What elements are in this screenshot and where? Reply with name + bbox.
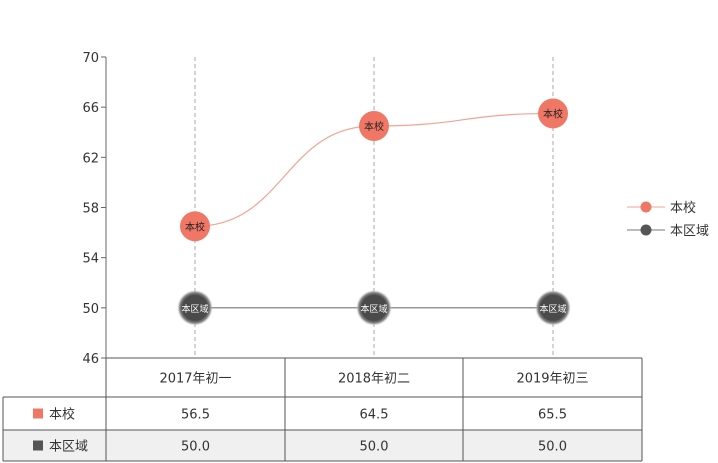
legend-label: 本校 [670, 200, 696, 216]
y-tick-label: 66 [82, 101, 99, 116]
y-tick-label: 62 [82, 151, 99, 166]
data-point-label: 本区域 [539, 303, 566, 315]
y-axis: 70 66 62 58 54 50 46 [82, 51, 107, 367]
y-tick-label: 46 [82, 352, 99, 367]
table-cell-value: 50.0 [360, 440, 389, 455]
category-label: 2019年初三 [516, 372, 588, 387]
data-point-label: 本区域 [181, 303, 208, 315]
data-point [359, 110, 389, 141]
data-point-label: 本校 [185, 220, 205, 233]
data-point-label: 本校 [543, 107, 563, 120]
row-swatch [33, 408, 43, 419]
y-tick-label: 58 [82, 202, 99, 217]
data-point [538, 98, 568, 129]
table-cell-value: 50.0 [538, 440, 567, 455]
table-cell-value: 65.5 [538, 408, 567, 423]
legend-marker [640, 201, 652, 213]
table-cell-value: 56.5 [181, 408, 210, 423]
y-tick-label: 54 [82, 252, 99, 267]
category-label: 2018年初二 [338, 372, 410, 387]
data-point [177, 289, 213, 326]
table-cell-value: 64.5 [360, 408, 389, 423]
legend-marker [640, 224, 652, 236]
table-row-bg [3, 397, 642, 430]
data-point-label: 本区域 [360, 303, 387, 315]
category-label: 2017年初一 [159, 372, 231, 387]
data-point [180, 211, 210, 242]
legend-label: 本区域 [670, 224, 709, 239]
y-tick-label: 50 [82, 302, 99, 317]
row-series-name: 本校 [49, 407, 75, 423]
data-point [356, 289, 392, 326]
table-row-bg [3, 430, 642, 461]
row-swatch [33, 440, 43, 451]
row-series-name: 本区域 [49, 440, 88, 455]
data-point-label: 本校 [364, 120, 384, 133]
table-cell-value: 50.0 [181, 440, 210, 455]
y-tick-label: 70 [82, 51, 99, 66]
data-point [535, 289, 571, 326]
